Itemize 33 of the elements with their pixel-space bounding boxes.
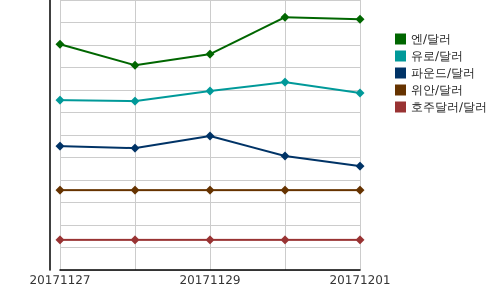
- point: [56, 40, 64, 49]
- legend-label: 유로/달러: [411, 49, 464, 63]
- point: [356, 14, 364, 24]
- x-tick-label: 20171201: [329, 273, 391, 287]
- legend-label: 호주달러/달러: [411, 100, 488, 114]
- point: [130, 186, 140, 195]
- point: [56, 96, 64, 105]
- point: [56, 186, 64, 195]
- legend-label: 엔/달러: [411, 32, 452, 46]
- point: [206, 86, 214, 96]
- point: [206, 186, 214, 195]
- point: [56, 235, 64, 244]
- legend-label: 위안/달러: [411, 83, 464, 97]
- point: [356, 88, 364, 98]
- x-tick-label: 20171127: [29, 273, 91, 287]
- point: [56, 142, 64, 151]
- point: [130, 144, 140, 153]
- point: [206, 50, 214, 59]
- point: [280, 151, 290, 160]
- point: [130, 60, 140, 70]
- point: [280, 12, 290, 22]
- point: [280, 186, 290, 195]
- point: [356, 162, 364, 171]
- point: [356, 186, 364, 195]
- point: [130, 96, 140, 106]
- legend-label: 파운드/달러: [411, 66, 476, 80]
- point: [280, 235, 290, 244]
- point: [206, 235, 214, 244]
- x-tick-label: 20171129: [179, 273, 241, 287]
- point: [356, 235, 364, 244]
- point: [280, 78, 290, 87]
- point: [130, 235, 140, 244]
- point: [206, 132, 214, 141]
